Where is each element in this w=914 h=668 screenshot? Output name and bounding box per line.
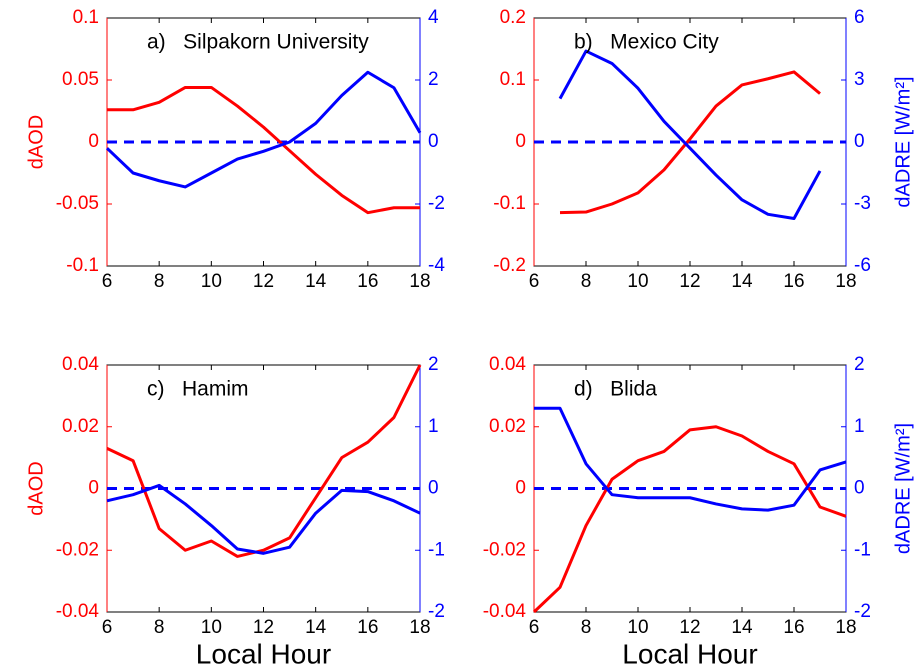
x-tick-label: 8 [581, 271, 592, 292]
y2-tick-label: -4 [428, 255, 445, 276]
x-tick-label: 18 [835, 617, 856, 638]
panel-title: c) Hamim [147, 378, 249, 401]
x-tick-label: 10 [627, 617, 648, 638]
y-tick-label: 0.02 [489, 416, 526, 437]
y2-tick-label: 2 [428, 354, 439, 375]
x-tick-label: 8 [154, 617, 165, 638]
y-tick-label: 0.1 [500, 69, 526, 90]
x-tick-label: 18 [409, 271, 430, 292]
y-tick-label: -0.02 [56, 539, 99, 560]
data-line [105, 70, 422, 189]
x-tick-label: 18 [409, 617, 430, 638]
x-axis-label: Local Hour [196, 638, 331, 668]
data-line [106, 364, 422, 558]
y2-tick-label: 2 [428, 69, 439, 90]
data-line [534, 406, 847, 512]
y-tick-label: 0 [515, 478, 526, 499]
x-tick-label: 12 [253, 271, 274, 292]
y-axis-label: dAOD [25, 461, 47, 515]
x-tick-label: 14 [305, 617, 327, 638]
y2-tick-label: 4 [428, 7, 439, 28]
x-axis-label: Local Hour [622, 638, 757, 668]
y-tick-label: -0.1 [66, 255, 99, 276]
y-tick-label: -0.05 [56, 193, 99, 214]
y2-tick-label: 6 [854, 7, 865, 28]
y2-tick-label: 1 [854, 416, 865, 437]
y2-tick-label: -2 [428, 193, 445, 214]
data-line [532, 425, 847, 614]
y-tick-label: 0 [88, 131, 99, 152]
x-tick-label: 16 [783, 271, 804, 292]
y2-tick-label: 2 [854, 354, 865, 375]
y-axis-label: dAOD [25, 115, 47, 169]
y-tick-label: -0.04 [483, 601, 527, 622]
y2-axis-label: dADRE [W/m²] [892, 76, 914, 207]
panel-title: b) Mexico City [574, 31, 719, 54]
y-tick-label: 0.2 [500, 7, 526, 28]
x-tick-label: 16 [357, 617, 378, 638]
y-tick-label: 0.1 [73, 7, 99, 28]
x-tick-label: 18 [835, 271, 856, 292]
x-tick-label: 14 [731, 617, 753, 638]
x-tick-label: 12 [253, 617, 274, 638]
data-line [558, 49, 822, 220]
y-tick-label: -0.04 [56, 601, 100, 622]
y2-tick-label: -2 [428, 601, 445, 622]
x-tick-label: 10 [201, 271, 222, 292]
y2-tick-label: 1 [428, 416, 439, 437]
data-line [107, 85, 420, 215]
y-tick-label: 0.04 [62, 354, 99, 375]
y2-tick-label: 0 [854, 478, 865, 499]
y2-axis-label: dADRE [W/m²] [892, 423, 914, 554]
x-tick-label: 14 [305, 271, 327, 292]
panel-title: d) Blida [574, 378, 657, 401]
x-tick-label: 6 [102, 271, 113, 292]
x-tick-label: 6 [529, 271, 540, 292]
y-tick-label: 0.04 [489, 354, 526, 375]
x-tick-label: 12 [679, 271, 700, 292]
x-tick-label: 14 [731, 271, 753, 292]
y-tick-label: 0.05 [62, 69, 99, 90]
data-line [106, 483, 421, 555]
y-tick-label: 0 [515, 131, 526, 152]
y2-tick-label: -1 [854, 539, 871, 560]
x-tick-label: 6 [102, 617, 113, 638]
y2-tick-label: -2 [854, 601, 871, 622]
y-tick-label: -0.2 [493, 255, 526, 276]
y-tick-label: -0.02 [483, 539, 526, 560]
y2-tick-label: -1 [428, 539, 445, 560]
x-tick-label: 6 [529, 617, 540, 638]
y2-tick-label: 0 [854, 131, 865, 152]
x-tick-label: 10 [627, 271, 648, 292]
x-tick-label: 16 [783, 617, 804, 638]
x-tick-label: 8 [154, 271, 165, 292]
y2-tick-label: -3 [854, 193, 871, 214]
y2-tick-label: 0 [428, 478, 439, 499]
y-tick-label: 0.02 [62, 416, 99, 437]
y-tick-label: 0 [88, 478, 99, 499]
x-tick-label: 16 [357, 271, 378, 292]
panel-title: a) Silpakorn University [147, 31, 369, 54]
x-tick-label: 12 [679, 617, 700, 638]
y2-tick-label: 3 [854, 69, 865, 90]
y-tick-label: -0.1 [493, 193, 526, 214]
y2-tick-label: -6 [854, 255, 871, 276]
x-tick-label: 10 [201, 617, 222, 638]
y2-tick-label: 0 [428, 131, 439, 152]
x-tick-label: 8 [581, 617, 592, 638]
data-line [559, 70, 821, 215]
